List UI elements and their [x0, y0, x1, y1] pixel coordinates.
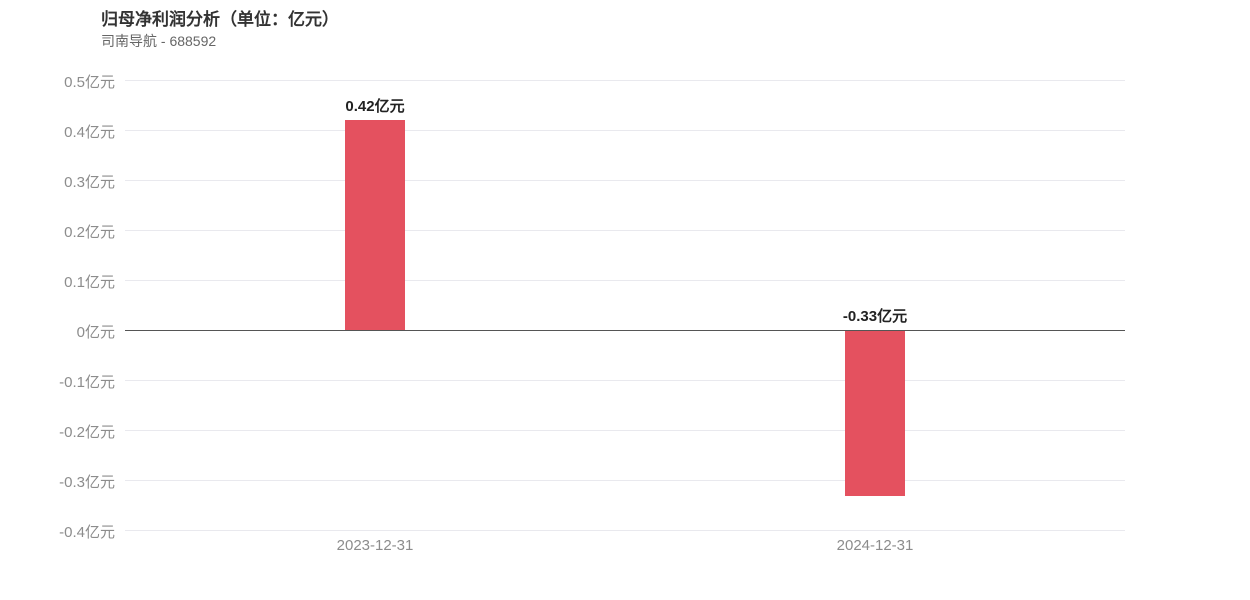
gridline — [125, 430, 1125, 431]
y-tick-label: 0亿元 — [76, 324, 115, 341]
y-tick-label: 0.3亿元 — [64, 174, 115, 191]
bar-2023-12-31[interactable] — [345, 120, 405, 330]
gridline — [125, 530, 1125, 531]
bar-value-label: 0.42亿元 — [345, 98, 405, 115]
zero-axis-line — [125, 330, 1125, 331]
y-tick-label: -0.3亿元 — [59, 474, 115, 491]
x-tick-label: 2023-12-31 — [336, 537, 414, 554]
gridline — [125, 480, 1125, 481]
y-tick-label: 0.5亿元 — [64, 74, 115, 91]
gridline — [125, 230, 1125, 231]
gridline — [125, 130, 1125, 131]
bar-2024-12-31[interactable] — [845, 331, 905, 496]
gridline — [125, 380, 1125, 381]
chart-title: 归母净利润分析（单位：亿元） — [101, 10, 339, 29]
gridline — [125, 180, 1125, 181]
y-tick-label: -0.2亿元 — [59, 424, 115, 441]
gridline — [125, 280, 1125, 281]
bar-value-label: -0.33亿元 — [842, 308, 908, 325]
y-tick-label: 0.1亿元 — [64, 274, 115, 291]
y-tick-label: -0.4亿元 — [59, 524, 115, 541]
x-tick-label: 2024-12-31 — [836, 537, 914, 554]
chart-subtitle: 司南导航 - 688592 — [101, 33, 217, 49]
y-tick-label: 0.2亿元 — [64, 224, 115, 241]
gridline — [125, 80, 1125, 81]
y-tick-label: 0.4亿元 — [64, 124, 115, 141]
y-tick-label: -0.1亿元 — [59, 374, 115, 391]
